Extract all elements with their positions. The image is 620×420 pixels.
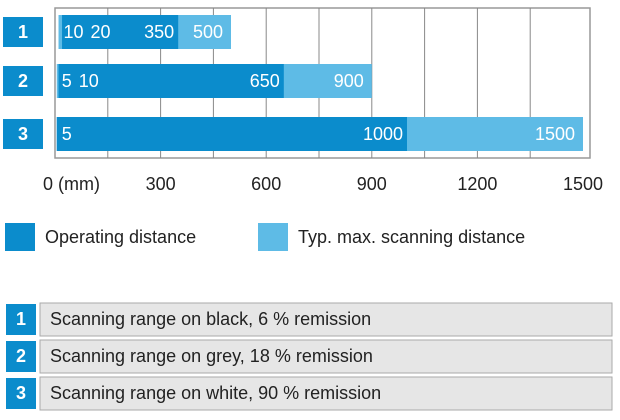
bar-segment xyxy=(62,15,179,49)
row-label: 3 xyxy=(18,124,28,144)
value-label: 650 xyxy=(250,71,280,91)
note-number: 3 xyxy=(16,383,26,403)
note-number: 2 xyxy=(16,346,26,366)
note-badge xyxy=(6,304,36,335)
value-label: 350 xyxy=(144,22,174,42)
row-badge xyxy=(3,17,43,47)
note-text: Scanning range on grey, 18 % remission xyxy=(50,346,373,366)
note-number: 1 xyxy=(16,309,26,329)
legend-label: Typ. max. scanning distance xyxy=(298,227,525,247)
value-label: 20 xyxy=(91,22,111,42)
note-box xyxy=(39,302,613,337)
x-tick-label: 600 xyxy=(251,174,281,194)
bar-segment xyxy=(58,64,284,98)
note-box xyxy=(39,339,613,374)
bar-segment xyxy=(56,117,407,151)
note-badge xyxy=(6,378,36,409)
row-label: 2 xyxy=(18,71,28,91)
value-label: 5 xyxy=(62,124,72,144)
x-tick-label: 1500 xyxy=(563,174,603,194)
legend-swatch xyxy=(5,223,35,251)
value-label: 10 xyxy=(64,22,84,42)
legend-label: Operating distance xyxy=(45,227,196,247)
note-box xyxy=(39,376,613,411)
row-badge xyxy=(3,119,43,149)
value-label: 1500 xyxy=(535,124,575,144)
value-label: 900 xyxy=(334,71,364,91)
x-tick-label: 300 xyxy=(146,174,176,194)
note-text: Scanning range on black, 6 % remission xyxy=(50,309,371,329)
note-text: Scanning range on white, 90 % remission xyxy=(50,383,381,403)
row-badge xyxy=(3,66,43,96)
row-label: 1 xyxy=(18,22,28,42)
value-label: 500 xyxy=(193,22,223,42)
x-tick-label: 0 (mm) xyxy=(43,174,100,194)
value-label: 1000 xyxy=(363,124,403,144)
value-label: 5 xyxy=(62,71,72,91)
x-tick-label: 1200 xyxy=(457,174,497,194)
x-tick-label: 900 xyxy=(357,174,387,194)
note-badge xyxy=(6,341,36,372)
value-label: 10 xyxy=(79,71,99,91)
legend-swatch xyxy=(258,223,288,251)
